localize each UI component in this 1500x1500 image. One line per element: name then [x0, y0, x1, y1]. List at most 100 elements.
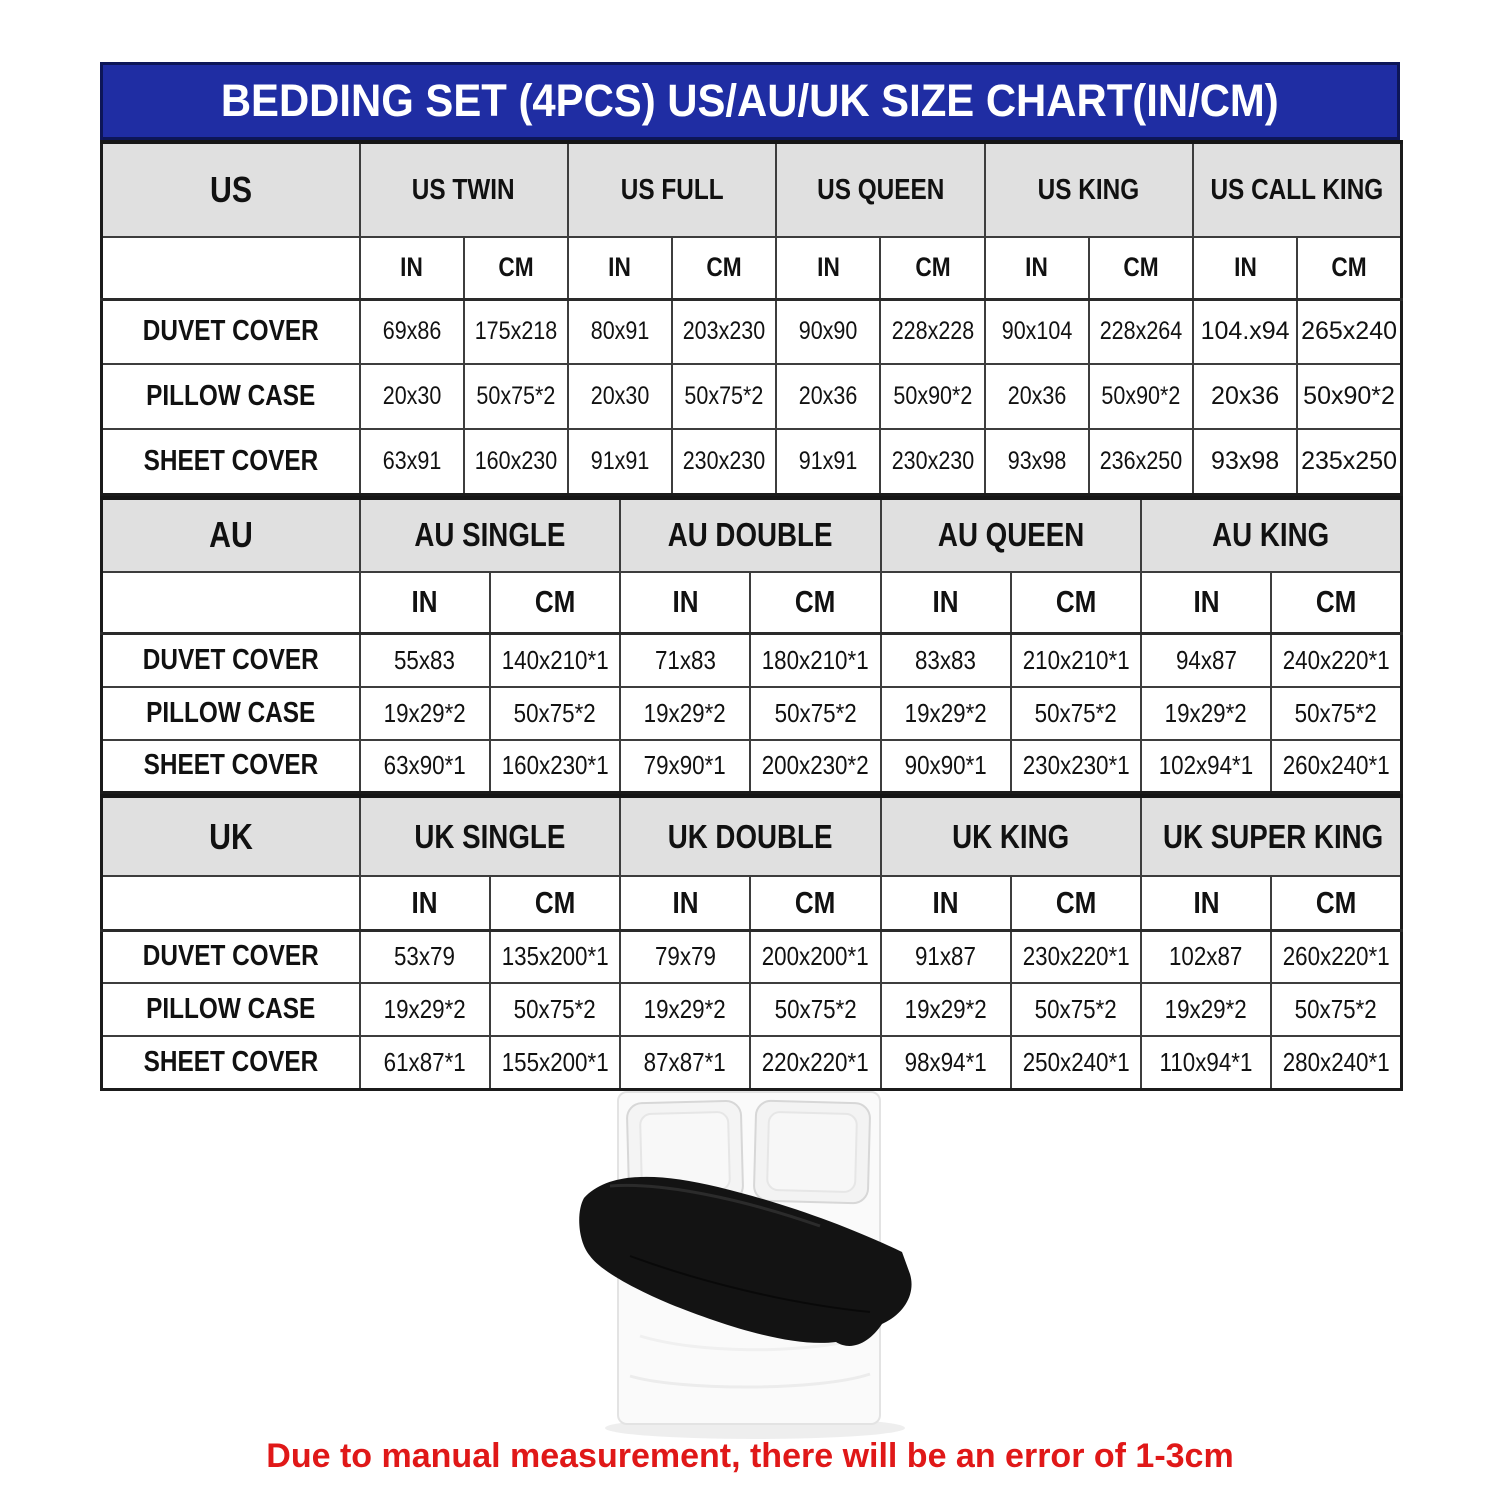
size-value: 250x240*1 [1009, 1035, 1143, 1090]
row-label: PILLOW CASE [100, 363, 361, 430]
size-value: 19x29*2 [879, 685, 1012, 741]
size-tables-container: US US TWIN US FULL US QUEEN US KING US CALL K… [100, 140, 1404, 1091]
size-value: 63x91 [358, 428, 465, 495]
blank-cell [100, 875, 361, 932]
table-row: DUVET COVER 69x86 175x218 80x91 203x230 90x90… [100, 298, 1403, 365]
size-value: 135x200*1 [488, 929, 622, 984]
black-duvet-fold-shadow [629, 1255, 871, 1313]
region-label-us: US [100, 140, 361, 238]
table-row: PILLOW CASE 19x29*2 50x75*2 19x29*2 50x75*2 1… [100, 982, 1403, 1037]
size-value: 19x29*2 [358, 982, 491, 1037]
row-label: PILLOW CASE [100, 982, 361, 1037]
unit-header: CM [749, 875, 882, 932]
unit-header: IN [358, 570, 491, 635]
size-value: 180x210*1 [749, 632, 882, 688]
table-row: SHEET COVER 63x90*1 160x230*1 79x90*1 200x23… [100, 738, 1403, 794]
size-value: 230x230 [671, 428, 778, 495]
table-row: SHEET COVER 61x87*1 155x200*1 87x87*1 220x22… [100, 1035, 1403, 1090]
size-header: UK SINGLE [358, 794, 621, 877]
unit-header: IN [358, 875, 491, 932]
size-value: 19x29*2 [618, 982, 752, 1037]
blank-cell [100, 570, 361, 635]
size-value: 50x75*2 [671, 363, 778, 430]
size-value: 50x75*2 [1009, 685, 1143, 741]
size-value: 80x91 [566, 298, 674, 365]
size-value: 102x87 [1140, 929, 1273, 984]
size-value: 55x83 [358, 632, 491, 688]
unit-header: IN [775, 236, 882, 301]
measurement-disclaimer: Due to manual measurement, there will be… [266, 1437, 1234, 1475]
size-value: 160x230 [462, 428, 569, 495]
size-header: UK KING [879, 794, 1143, 877]
size-header: AU DOUBLE [619, 495, 882, 573]
size-value: 50x75*2 [749, 982, 882, 1037]
size-value: 19x29*2 [879, 982, 1012, 1037]
size-value: 90x104 [983, 298, 1090, 365]
unit-header: CM [1009, 570, 1143, 635]
size-value: 90x90*1 [879, 738, 1012, 794]
row-label: DUVET COVER [100, 632, 361, 688]
unit-header: CM [749, 570, 882, 635]
unit-header: IN [618, 570, 752, 635]
unit-header: IN [618, 875, 752, 932]
size-value: 220x220*1 [749, 1035, 882, 1090]
size-header: US QUEEN [775, 140, 986, 238]
region-label-au: AU [100, 495, 361, 573]
unit-header: CM [671, 236, 778, 301]
size-value: 50x75*2 [488, 982, 622, 1037]
row-label: PILLOW CASE [100, 685, 361, 741]
blank-cell [100, 236, 361, 301]
size-value: 50x75*2 [488, 685, 622, 741]
table-row: PILLOW CASE 20x30 50x75*2 20x30 50x75*2 20x36… [100, 363, 1403, 430]
size-header: AU KING [1140, 495, 1403, 573]
size-header: UK DOUBLE [619, 794, 882, 877]
size-value: 50x90*2 [1087, 363, 1195, 430]
unit-header: CM [1009, 875, 1143, 932]
size-value: 210x210*1 [1009, 632, 1143, 688]
size-value: 235x250 [1296, 428, 1403, 495]
unit-header: IN [1192, 236, 1299, 301]
size-value: 93x98 [983, 428, 1090, 495]
size-value: 50x75*2 [1270, 982, 1403, 1037]
row-label: SHEET COVER [100, 738, 361, 794]
size-value: 83x83 [879, 632, 1012, 688]
size-value: 19x29*2 [618, 685, 752, 741]
table-row: DUVET COVER 53x79 135x200*1 79x79 200x200*1 9… [100, 929, 1403, 984]
size-value: 175x218 [462, 298, 569, 365]
pillow-right [753, 1099, 871, 1205]
unit-header: CM [1296, 236, 1403, 301]
black-duvet-fold-highlight [609, 1183, 821, 1228]
size-value: 91x91 [775, 428, 882, 495]
size-header: US TWIN [358, 140, 569, 238]
duvet-fold-line [629, 1372, 871, 1389]
size-value: 203x230 [671, 298, 778, 365]
unit-header: IN [1140, 875, 1273, 932]
black-duvet [579, 1176, 912, 1346]
size-value: 53x79 [358, 929, 491, 984]
row-label: SHEET COVER [100, 428, 361, 495]
size-value: 94x87 [1140, 632, 1273, 688]
size-value: 69x86 [358, 298, 465, 365]
unit-header: CM [488, 570, 622, 635]
size-value: 20x36 [983, 363, 1090, 430]
unit-header: CM [879, 236, 986, 301]
unit-header: IN [1140, 570, 1273, 635]
size-value: 61x87*1 [358, 1035, 491, 1090]
row-label: SHEET COVER [100, 1035, 361, 1090]
size-value: 93x98 [1192, 428, 1299, 495]
size-value: 200x230*2 [749, 738, 882, 794]
size-table-au: AU AU SINGLE AU DOUBLE AU QUEEN AU KING IN CM I… [100, 495, 1404, 794]
size-value: 50x90*2 [1296, 363, 1403, 430]
unit-header: IN [358, 236, 465, 301]
size-value: 20x30 [358, 363, 465, 430]
size-value: 20x36 [1192, 363, 1299, 430]
size-table-uk: UK UK SINGLE UK DOUBLE UK KING UK SUPER KING… [100, 794, 1404, 1091]
size-value: 240x220*1 [1270, 632, 1403, 688]
size-value: 230x230 [879, 428, 986, 495]
size-header: US CALL KING [1192, 140, 1403, 238]
size-value: 71x83 [618, 632, 752, 688]
size-value: 140x210*1 [488, 632, 622, 688]
size-value: 230x220*1 [1009, 929, 1143, 984]
size-header: US KING [983, 140, 1195, 238]
size-value: 98x94*1 [879, 1035, 1012, 1090]
